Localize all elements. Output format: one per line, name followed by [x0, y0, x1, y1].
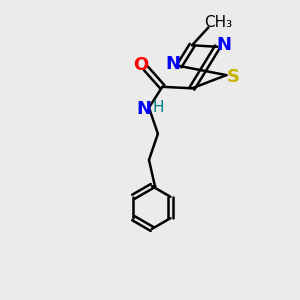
Text: N: N	[165, 56, 180, 74]
Text: H: H	[153, 100, 164, 115]
Text: CH₃: CH₃	[204, 15, 232, 30]
Text: N: N	[217, 36, 232, 54]
Text: N: N	[136, 100, 151, 118]
Text: O: O	[133, 56, 148, 74]
Text: S: S	[226, 68, 239, 86]
